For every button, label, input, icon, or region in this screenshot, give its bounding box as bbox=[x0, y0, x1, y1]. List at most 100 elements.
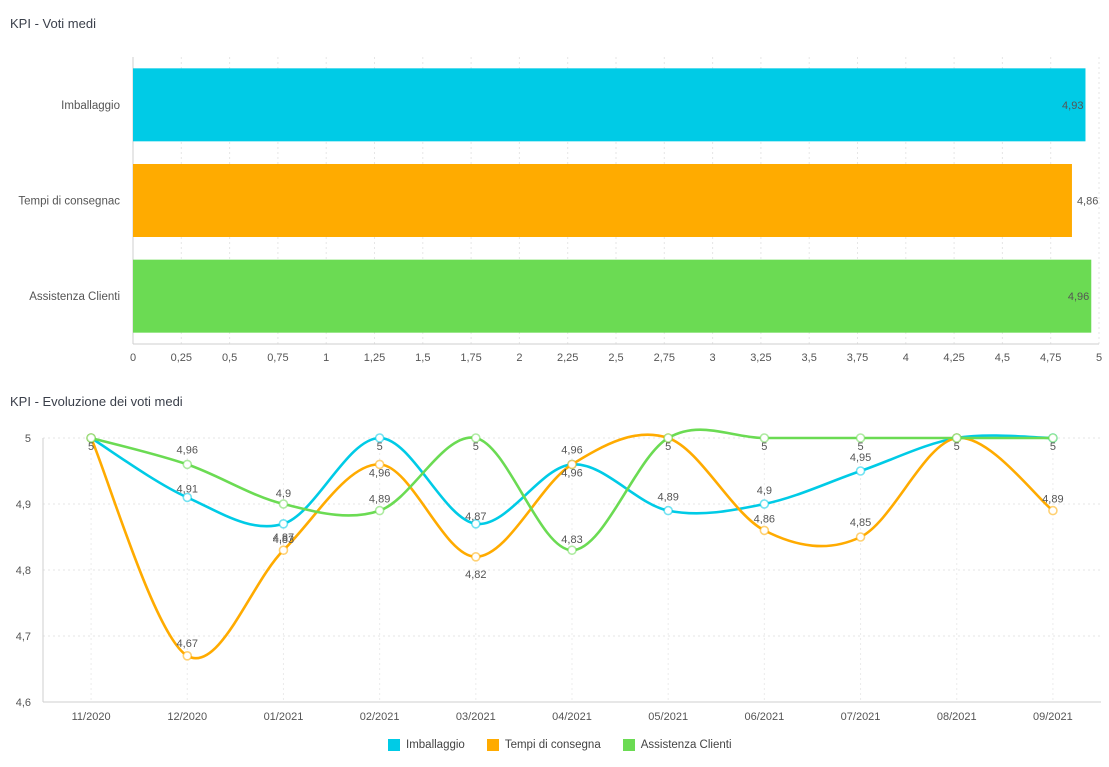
line-x-tick-label: 05/2021 bbox=[648, 711, 688, 723]
line-point bbox=[855, 532, 866, 542]
line-x-tick-label: 12/2020 bbox=[167, 711, 207, 723]
line-data-label: 4,89 bbox=[657, 492, 678, 504]
bar-x-tick-label: 4,75 bbox=[1040, 352, 1061, 364]
bar-value-label: 4,93 bbox=[1062, 100, 1083, 112]
line-point bbox=[663, 433, 673, 443]
bar-x-tick-label: 3,5 bbox=[802, 352, 817, 364]
bar-x-tick-label: 0,25 bbox=[171, 352, 192, 364]
legend-label: Imballaggio bbox=[406, 739, 465, 751]
line-data-label: 5 bbox=[473, 441, 479, 453]
line-data-label: 5 bbox=[954, 441, 960, 453]
bar bbox=[133, 259, 1092, 333]
line-point bbox=[374, 459, 385, 470]
line-point bbox=[567, 459, 577, 470]
line-data-label: 4,87 bbox=[273, 532, 294, 544]
bar-x-tick-label: 3,25 bbox=[750, 352, 771, 364]
line-data-label: 4,96 bbox=[561, 444, 582, 456]
line-data-label: 5 bbox=[857, 441, 863, 453]
line-point bbox=[855, 433, 866, 443]
bar-x-tick-label: 0 bbox=[130, 352, 136, 364]
bar-value-label: 4,96 bbox=[1068, 291, 1089, 303]
line-data-label: 4,82 bbox=[465, 569, 486, 581]
line-data-label: 5 bbox=[88, 441, 94, 453]
line-point bbox=[759, 499, 770, 509]
legend-swatch bbox=[622, 739, 635, 751]
bar-x-tick-label: 4,5 bbox=[995, 352, 1010, 364]
line-x-tick-label: 02/2021 bbox=[360, 711, 400, 723]
line-point bbox=[855, 466, 866, 476]
line-point bbox=[278, 518, 289, 529]
line-y-tick-label: 5 bbox=[25, 433, 31, 445]
line-y-tick-label: 4,7 bbox=[16, 631, 31, 643]
legend-label: Tempi di consegna bbox=[504, 739, 601, 751]
line-data-label: 4,67 bbox=[177, 638, 198, 650]
legend-item-tempi[interactable]: Tempi di consegna bbox=[486, 739, 601, 751]
bar bbox=[133, 164, 1072, 237]
line-point bbox=[951, 433, 962, 443]
bar-x-tick-label: 2,5 bbox=[608, 352, 623, 364]
bar-x-tick-label: 3 bbox=[710, 352, 716, 364]
line-point bbox=[471, 551, 481, 562]
legend-item-assistenza[interactable]: Assistenza Clienti bbox=[622, 739, 732, 751]
line-point bbox=[86, 433, 96, 443]
line-x-tick-label: 09/2021 bbox=[1033, 711, 1073, 723]
line-y-tick-label: 4,9 bbox=[16, 499, 31, 511]
legend-item-imballaggio[interactable]: Imballaggio bbox=[388, 739, 465, 751]
bar-category-label: Imballaggio bbox=[61, 100, 120, 112]
line-data-label: 5 bbox=[665, 441, 671, 453]
line-point bbox=[471, 518, 481, 529]
line-point bbox=[1048, 433, 1058, 443]
line-series bbox=[90, 428, 1053, 552]
line-point bbox=[278, 545, 289, 556]
bar-x-tick-label: 4,25 bbox=[943, 352, 964, 364]
line-x-tick-label: 03/2021 bbox=[456, 711, 496, 723]
line-data-label: 4,91 bbox=[177, 483, 198, 495]
line-point bbox=[1048, 505, 1058, 516]
line-point bbox=[182, 459, 193, 470]
line-data-label: 4,9 bbox=[757, 485, 772, 497]
bar-x-tick-label: 2 bbox=[516, 352, 522, 364]
line-data-label: 4,83 bbox=[561, 534, 582, 546]
line-y-tick-label: 4,8 bbox=[16, 565, 31, 577]
legend-swatch bbox=[388, 739, 400, 751]
line-series bbox=[90, 434, 1053, 528]
line-point bbox=[567, 545, 577, 556]
legend-swatch bbox=[486, 739, 499, 751]
bar-x-tick-label: 0,5 bbox=[222, 352, 237, 364]
line-data-label: 4,95 bbox=[850, 452, 871, 464]
line-point bbox=[663, 505, 673, 516]
line-data-label: 5 bbox=[1050, 441, 1056, 453]
bar-x-tick-label: 2,25 bbox=[557, 352, 578, 364]
line-chart-title: KPI - Evoluzione dei voti medi bbox=[10, 394, 183, 409]
line-series bbox=[89, 433, 1054, 660]
bar-x-tick-label: 1,75 bbox=[460, 352, 481, 364]
line-data-label: 4,89 bbox=[369, 494, 390, 506]
bar-value-label: 4,86 bbox=[1077, 196, 1098, 208]
bar-x-tick-label: 1,5 bbox=[415, 352, 430, 364]
bar-category-label: Tempi di consegnac bbox=[18, 196, 120, 208]
line-y-tick-label: 4,6 bbox=[16, 697, 31, 709]
line-data-label: 4,96 bbox=[369, 467, 390, 479]
line-point bbox=[759, 525, 770, 536]
line-x-tick-label: 04/2021 bbox=[552, 711, 592, 723]
bar-x-tick-label: 2,75 bbox=[654, 352, 675, 364]
line-data-label: 4,96 bbox=[177, 444, 198, 456]
line-point bbox=[374, 433, 385, 443]
line-data-label: 4,96 bbox=[561, 467, 582, 479]
line-point bbox=[278, 499, 289, 509]
legend-label: Assistenza Clienti bbox=[640, 739, 732, 751]
line-point bbox=[182, 650, 193, 661]
line-point bbox=[471, 433, 481, 443]
bar-x-tick-label: 1,25 bbox=[364, 352, 385, 364]
bar-chart-title: KPI - Voti medi bbox=[10, 16, 96, 31]
line-data-label: 4,86 bbox=[754, 513, 775, 525]
line-data-label: 5 bbox=[761, 441, 767, 453]
line-point bbox=[182, 492, 193, 503]
bar-x-tick-label: 5 bbox=[1096, 352, 1102, 364]
line-data-label: 4,87 bbox=[465, 511, 486, 523]
line-x-tick-label: 11/2020 bbox=[72, 711, 111, 723]
bar bbox=[133, 68, 1086, 142]
line-data-label: 4,9 bbox=[276, 488, 291, 500]
line-data-label: 4,89 bbox=[1042, 494, 1063, 506]
